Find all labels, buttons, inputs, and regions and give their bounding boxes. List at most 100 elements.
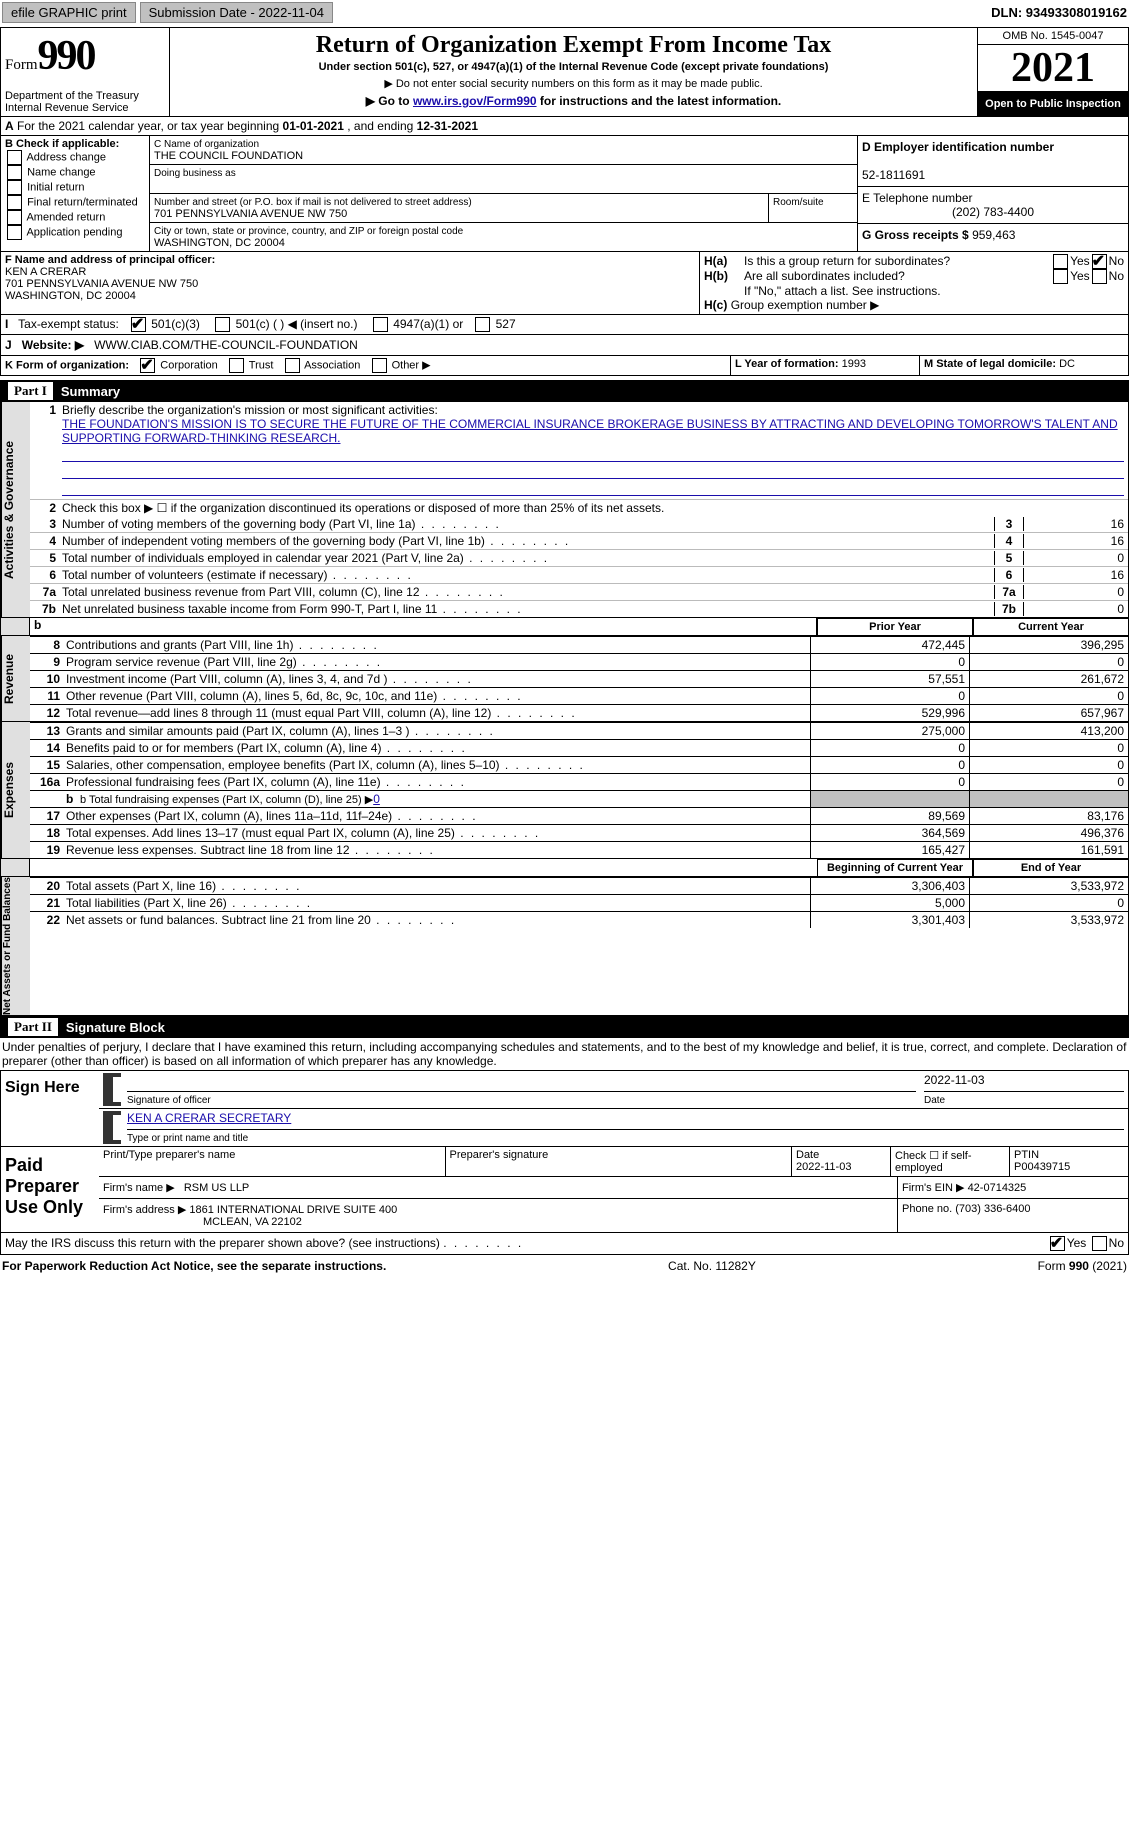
room-label: Room/suite (773, 197, 824, 208)
cb-ha-no[interactable] (1092, 254, 1107, 269)
line-19: 19Revenue less expenses. Subtract line 1… (30, 841, 1128, 858)
open-to-public: Open to Public Inspection (978, 92, 1128, 116)
netassets-block: Net Assets or Fund Balances 20Total asse… (0, 877, 1129, 1016)
gov-block: Activities & Governance 1 Briefly descri… (0, 402, 1129, 618)
org-name: THE COUNCIL FOUNDATION (154, 150, 303, 162)
expenses-block: Expenses 13Grants and similar amounts pa… (0, 722, 1129, 859)
line16b-cur-shaded (969, 791, 1128, 807)
cb-application-pending[interactable] (7, 225, 22, 240)
part2-header: Part II Signature Block (0, 1016, 1129, 1038)
cb-corporation[interactable] (140, 358, 155, 373)
part2-title: Signature Block (66, 1020, 165, 1035)
cb-final-return[interactable] (7, 195, 22, 210)
firm-phone-label: Phone no. (902, 1203, 952, 1215)
paid-preparer-label: Paid Preparer Use Only (1, 1147, 99, 1232)
current-year-head: Current Year (973, 618, 1128, 635)
website-value: WWW.CIAB.COM/THE-COUNCIL-FOUNDATION (94, 338, 358, 352)
part2-label: Part II (8, 1018, 58, 1036)
cb-name-change[interactable] (7, 165, 22, 180)
ptin-label: PTIN (1014, 1149, 1039, 1161)
line-9: 9Program service revenue (Part VIII, lin… (30, 653, 1128, 670)
cb-address-change[interactable] (7, 150, 22, 165)
line-12: 12Total revenue—add lines 8 through 11 (… (30, 704, 1128, 721)
klm-row: K Form of organization: Corporation Trus… (0, 356, 1129, 376)
ha-yes: Yes (1070, 254, 1090, 269)
year-formation-label: L Year of formation: (735, 358, 839, 370)
form-number: 990 (38, 33, 95, 79)
cb-ha-yes[interactable] (1053, 254, 1068, 269)
cb-other[interactable] (372, 358, 387, 373)
discuss-text: May the IRS discuss this return with the… (5, 1236, 440, 1250)
cb-discuss-yes[interactable] (1050, 1236, 1065, 1251)
prep-date-label: Date (796, 1149, 819, 1161)
sig-date-label: Date (924, 1095, 945, 1106)
efile-print-button[interactable]: efile GRAPHIC print (2, 2, 136, 23)
firm-addr-label: Firm's address ▶ (103, 1204, 186, 1216)
goto-post: for instructions and the latest informat… (537, 94, 782, 108)
goto-pre: ▶ Go to (366, 94, 413, 108)
form-org-label: K Form of organization: (5, 360, 129, 372)
cb-527[interactable] (475, 317, 490, 332)
pra-notice: For Paperwork Reduction Act Notice, see … (2, 1259, 386, 1273)
firm-name: RSM US LLP (184, 1182, 249, 1194)
officer-group-block: F Name and address of principal officer:… (0, 252, 1129, 315)
omb-number: OMB No. 1545-0047 (978, 28, 1128, 45)
cb-hb-yes[interactable] (1053, 269, 1068, 284)
opt-pending: Application pending (26, 226, 122, 238)
line-15: 15Salaries, other compensation, employee… (30, 756, 1128, 773)
opt-4947: 4947(a)(1) or (393, 317, 463, 331)
mission-label: Briefly describe the organization's miss… (62, 403, 438, 417)
prep-name-label: Print/Type preparer's name (103, 1149, 235, 1161)
gov-line-5: 5 Total number of individuals employed i… (30, 549, 1128, 566)
firm-addr1: 1861 INTERNATIONAL DRIVE SUITE 400 (189, 1204, 397, 1216)
period-pre: For the 2021 calendar year, or tax year … (17, 119, 283, 133)
footer-form: Form 990 (2021) (1038, 1259, 1127, 1273)
hb-label: Are all subordinates included? (744, 269, 1051, 284)
domicile-value: DC (1059, 358, 1075, 370)
vtext-net: Net Assets or Fund Balances (1, 877, 30, 1015)
ptin-value: P00439715 (1014, 1161, 1070, 1173)
street-value: 701 PENNSYLVANIA AVENUE NW 750 (154, 208, 347, 220)
revenue-block: Revenue 8Contributions and grants (Part … (0, 636, 1129, 722)
cb-501c3[interactable] (131, 317, 146, 332)
firm-name-label: Firm's name ▶ (103, 1182, 175, 1194)
dba-label: Doing business as (154, 168, 236, 179)
vtext-gov: Activities & Governance (1, 402, 30, 617)
opt-corp: Corporation (160, 360, 217, 372)
opt-527: 527 (496, 317, 516, 331)
line-20: 20Total assets (Part X, line 16) 3,306,4… (30, 877, 1128, 894)
part1-header: Part I Summary (0, 380, 1129, 402)
irs-label: Internal Revenue Service (5, 102, 165, 114)
gov-line-7a: 7a Total unrelated business revenue from… (30, 583, 1128, 600)
submission-date-button[interactable]: Submission Date - 2022-11-04 (140, 2, 333, 23)
sig-date: 2022-11-03 (924, 1073, 1124, 1092)
line16b-prior-shaded (810, 791, 969, 807)
irs-form990-link[interactable]: www.irs.gov/Form990 (413, 94, 537, 108)
opt-assoc: Association (304, 360, 360, 372)
hb-no: No (1109, 269, 1124, 284)
dept-treasury: Department of the Treasury (5, 90, 165, 102)
line16b-value: 0 (373, 792, 380, 806)
begin-year-head: Beginning of Current Year (817, 859, 973, 876)
hc-label: Group exemption number ▶ (731, 298, 880, 312)
line16b-label: b Total fundraising expenses (Part IX, c… (80, 794, 373, 806)
city-value: WASHINGTON, DC 20004 (154, 237, 285, 249)
ha-no: No (1109, 254, 1124, 269)
cb-association[interactable] (285, 358, 300, 373)
sign-here-label: Sign Here (1, 1071, 99, 1146)
tax-exempt-label: Tax-exempt status: (18, 317, 119, 331)
prior-current-header: b Prior Year Current Year (0, 618, 1129, 636)
signer-name: KEN A CRERAR SECRETARY (127, 1111, 291, 1125)
cb-trust[interactable] (229, 358, 244, 373)
ein-value: 52-1811691 (862, 168, 925, 182)
cb-hb-no[interactable] (1092, 269, 1107, 284)
cb-amended-return[interactable] (7, 210, 22, 225)
line-13: 13Grants and similar amounts paid (Part … (30, 722, 1128, 739)
cb-initial-return[interactable] (7, 180, 22, 195)
line-22: 22Net assets or fund balances. Subtract … (30, 911, 1128, 928)
cb-4947[interactable] (373, 317, 388, 332)
city-label: City or town, state or province, country… (154, 226, 463, 237)
cb-discuss-no[interactable] (1092, 1236, 1107, 1251)
cb-501c[interactable] (215, 317, 230, 332)
discuss-no: No (1109, 1236, 1124, 1251)
